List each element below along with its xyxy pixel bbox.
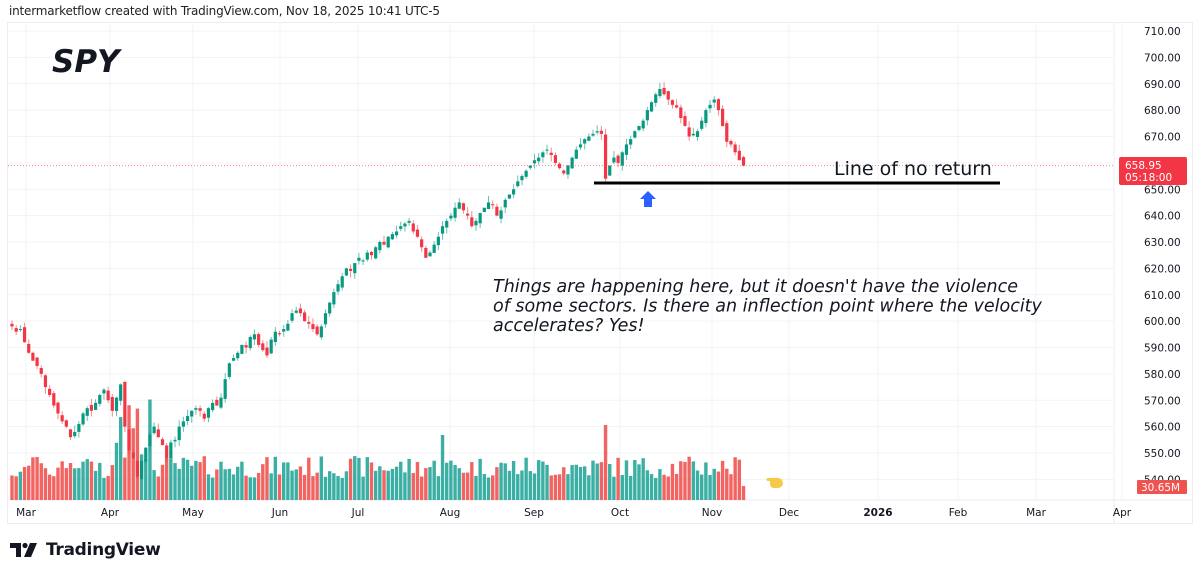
tradingview-logo[interactable]: TradingView [10, 540, 161, 560]
time-tick-label: Jun [271, 507, 288, 519]
time-tick-label: Apr [101, 507, 120, 519]
price-tick-label: 620.00 [1144, 263, 1181, 275]
blue-up-arrow-icon [640, 191, 656, 207]
price-tick-label: 590.00 [1144, 343, 1181, 355]
price-tick-label: 580.00 [1144, 369, 1181, 381]
comment-line: accelerates? Yes! [493, 316, 645, 336]
line-of-no-return-label: Line of no return [834, 158, 992, 180]
price-tick-label: 670.00 [1144, 132, 1181, 144]
tradingview-logo-icon [10, 542, 37, 557]
grid-lines [8, 23, 1192, 523]
comment-annotation: Things are happening here, but it doesn'… [493, 277, 1043, 336]
candlesticks [10, 82, 746, 480]
price-tick-label: 710.00 [1144, 26, 1181, 38]
price-tick-label: 630.00 [1144, 237, 1181, 249]
price-tick-label: 690.00 [1144, 79, 1181, 91]
comment-line: of some sectors. Is there an inflection … [493, 297, 1043, 317]
symbol-title: SPY [52, 44, 123, 80]
price-tick-label: 550.00 [1144, 448, 1181, 460]
tradingview-logo-text: TradingView [46, 540, 161, 560]
svg-text:05:18:00: 05:18:00 [1125, 172, 1172, 184]
time-tick-label: Jul [351, 507, 365, 519]
chart-panel[interactable] [7, 22, 1193, 524]
price-tick-label: 640.00 [1144, 211, 1181, 223]
price-tick-label: 700.00 [1144, 52, 1181, 64]
price-axis[interactable]: 710.00700.00690.00680.00670.00660.00650.… [1144, 26, 1181, 486]
price-tick-label: 680.00 [1144, 105, 1181, 117]
time-tick-label: Dec [779, 507, 800, 519]
svg-text:30.65M: 30.65M [1141, 482, 1180, 494]
time-tick-label: 2026 [863, 507, 892, 519]
time-axis[interactable]: Mar Apr May Jun Jul Aug Sep Oct Nov Dec 2026 Feb Mar… [16, 507, 1132, 519]
time-tick-label: Aug [440, 507, 461, 519]
volume-bars [10, 399, 746, 500]
time-tick-label: May [182, 507, 204, 519]
time-tick-label: Sep [524, 507, 544, 519]
time-tick-label: Nov [702, 507, 723, 519]
attribution-text: intermarketflow created with TradingView… [9, 4, 440, 18]
price-tick-label: 600.00 [1144, 316, 1181, 328]
pointing-hand-icon [766, 478, 783, 488]
comment-line: Things are happening here, but it doesn'… [493, 277, 1018, 297]
price-tick-label: 650.00 [1144, 184, 1181, 196]
time-tick-label: Feb [949, 507, 968, 519]
time-tick-label: Mar [16, 507, 36, 519]
time-tick-label: Apr [1113, 507, 1132, 519]
price-tick-label: 570.00 [1144, 395, 1181, 407]
svg-text:658.95: 658.95 [1125, 160, 1162, 172]
time-tick-label: Mar [1026, 507, 1046, 519]
time-tick-label: Oct [611, 507, 629, 519]
volume-badge: 30.65M [1137, 480, 1187, 494]
price-tick-label: 610.00 [1144, 290, 1181, 302]
price-tick-label: 560.00 [1144, 422, 1181, 434]
